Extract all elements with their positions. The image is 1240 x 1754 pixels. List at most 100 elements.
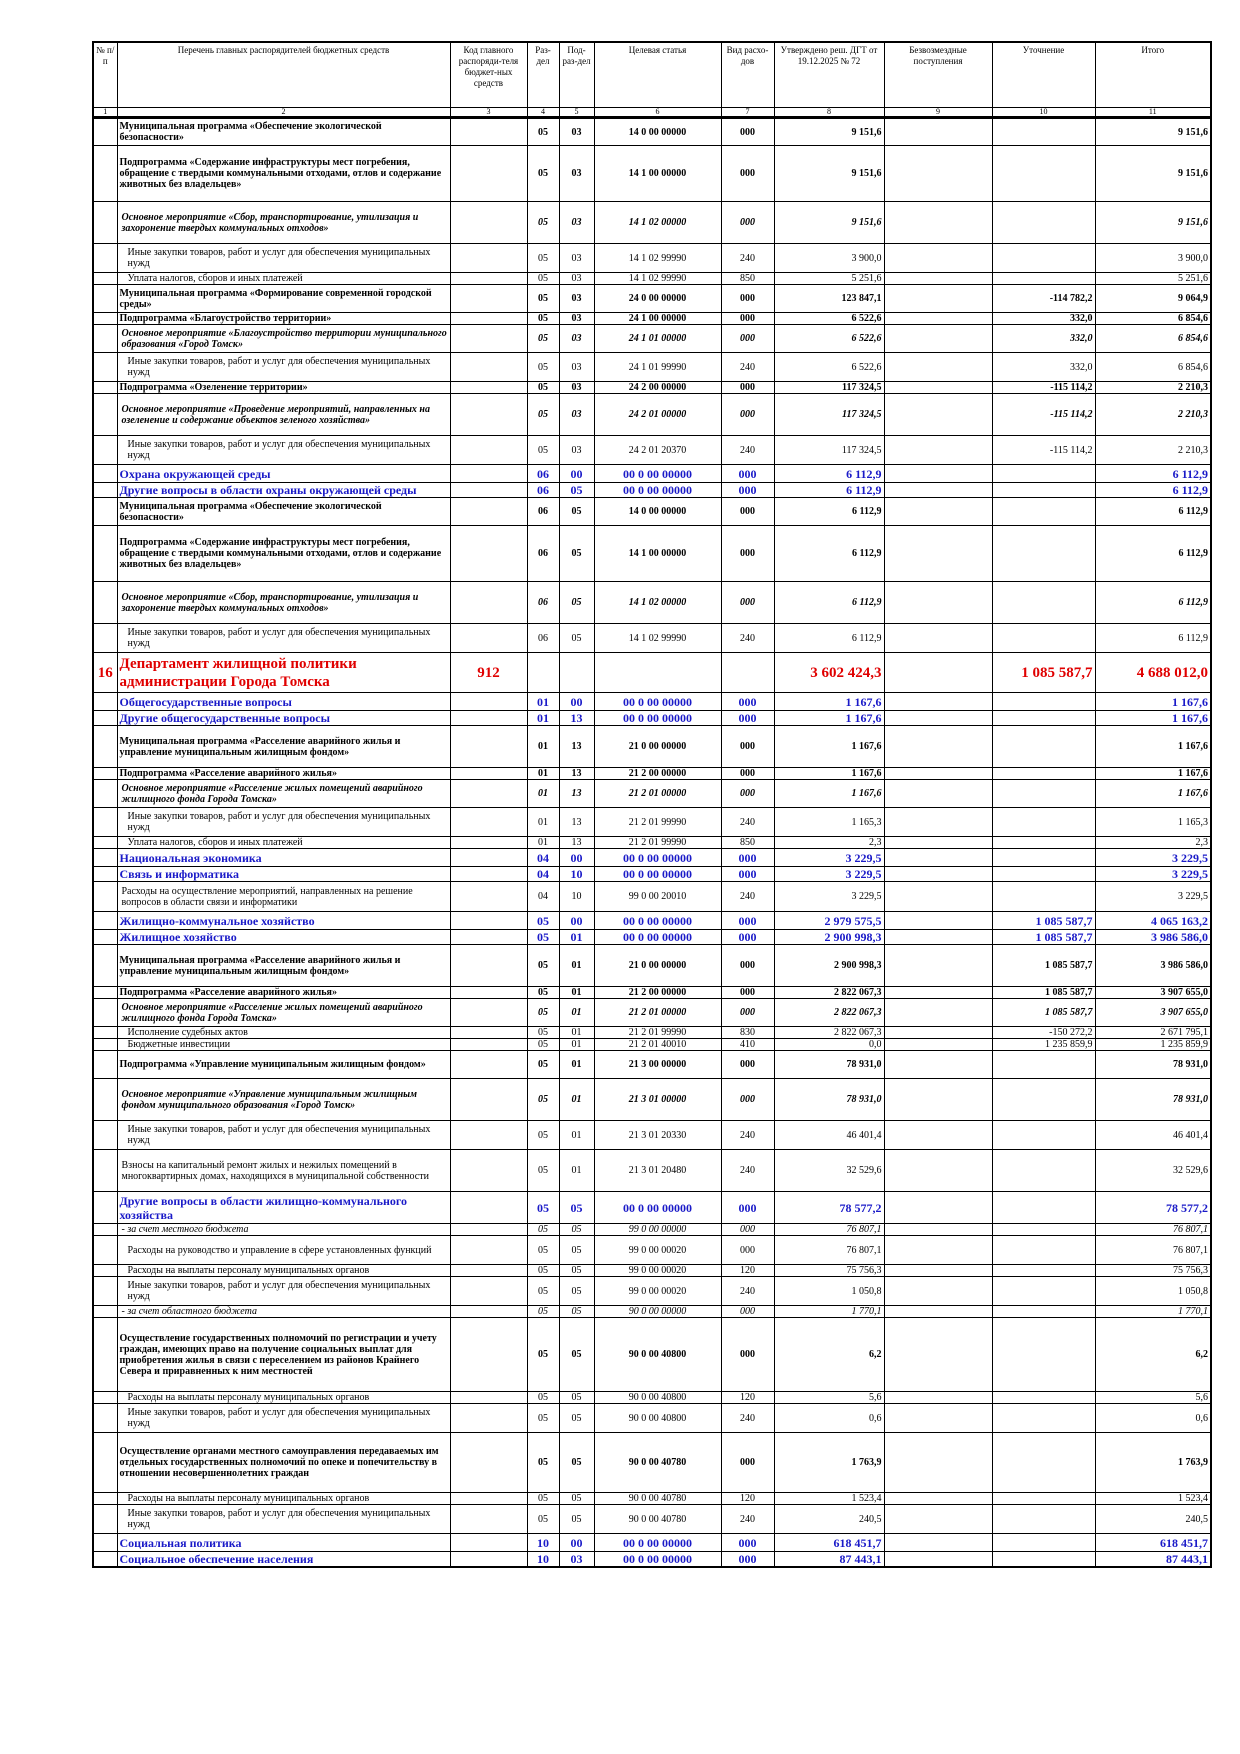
table-row: Муниципальная программа «Расселение авар…: [92, 725, 1212, 768]
refinement-amount: [991, 710, 1096, 726]
section-code: 05: [526, 352, 560, 382]
item-name: Другие вопросы в области охраны окружающ…: [116, 482, 451, 498]
section-code: [526, 652, 560, 693]
target-article: 00 0 00 00000: [593, 911, 722, 930]
expense-type: 000: [720, 464, 775, 483]
approved-amount: 5,6: [773, 1391, 885, 1404]
total-amount: 6 854,6: [1094, 312, 1212, 325]
item-name: Расходы на руководство и управление в сф…: [116, 1235, 451, 1265]
approved-amount: 3 229,5: [773, 848, 885, 867]
section-code: 05: [526, 1305, 560, 1318]
approved-amount: 2 822 067,3: [773, 986, 885, 999]
ministry-code: [449, 1078, 528, 1121]
expense-type: 000: [720, 1235, 775, 1265]
total-amount: 6 112,9: [1094, 623, 1212, 653]
column-number: 11: [1094, 107, 1212, 119]
row-number: [92, 1391, 118, 1404]
expense-type: 000: [720, 1078, 775, 1121]
row-number: [92, 284, 118, 313]
table-row: Жилищно-коммунальное хозяйство 05 00 00 0 0…: [92, 911, 1212, 930]
table-row: Основное мероприятие «Расселение жилых п…: [92, 779, 1212, 808]
expense-type: 000: [720, 848, 775, 867]
total-amount: 6 854,6: [1094, 352, 1212, 382]
total-amount: 9 151,6: [1094, 145, 1212, 202]
ministry-code: [449, 435, 528, 465]
approved-amount: 9 151,6: [773, 117, 885, 146]
approved-amount: 9 151,6: [773, 201, 885, 244]
approved-amount: 6 112,9: [773, 623, 885, 653]
target-article: 90 0 00 40800: [593, 1403, 722, 1433]
approved-amount: 9 151,6: [773, 145, 885, 202]
grants-amount: [883, 1305, 993, 1318]
target-article: 00 0 00 00000: [593, 1191, 722, 1224]
approved-amount: 1 050,8: [773, 1276, 885, 1306]
row-number: [92, 1078, 118, 1121]
ministry-code: [449, 272, 528, 285]
grants-amount: [883, 1533, 993, 1552]
row-number: [92, 1317, 118, 1392]
item-name: Охрана окружающей среды: [116, 464, 451, 483]
section-code: 01: [526, 710, 560, 726]
grants-amount: [883, 381, 993, 394]
ministry-code: [449, 1264, 528, 1277]
total-amount: 3 900,0: [1094, 243, 1212, 273]
item-name: Муниципальная программа «Расселение авар…: [116, 725, 451, 768]
row-number: [92, 1223, 118, 1236]
approved-amount: 76 807,1: [773, 1235, 885, 1265]
row-number: [92, 381, 118, 394]
section-code: 05: [526, 393, 560, 436]
ministry-code: [449, 998, 528, 1027]
refinement-amount: [991, 807, 1096, 837]
expense-type: [720, 652, 775, 693]
ministry-code: [449, 1391, 528, 1404]
target-article: 21 2 01 00000: [593, 998, 722, 1027]
approved-amount: 2 900 998,3: [773, 929, 885, 945]
ministry-code: [449, 807, 528, 837]
approved-amount: 123 847,1: [773, 284, 885, 313]
refinement-amount: [991, 1120, 1096, 1150]
grants-amount: [883, 482, 993, 498]
expense-type: 240: [720, 623, 775, 653]
ministry-code: [449, 201, 528, 244]
grants-amount: [883, 1391, 993, 1404]
subsection-code: 03: [558, 1551, 595, 1568]
subsection-code: 03: [558, 435, 595, 465]
grants-amount: [883, 1149, 993, 1192]
ministry-code: [449, 725, 528, 768]
row-number: [92, 692, 118, 711]
subsection-code: 05: [558, 1403, 595, 1433]
section-code: 05: [526, 1026, 560, 1039]
approved-amount: 117 324,5: [773, 393, 885, 436]
refinement-amount: 1 085 587,7: [991, 911, 1096, 930]
subsection-code: 05: [558, 1191, 595, 1224]
approved-amount: 6 522,6: [773, 312, 885, 325]
subsection-code: 03: [558, 117, 595, 146]
refinement-amount: -114 782,2: [991, 284, 1096, 313]
row-number: [92, 1305, 118, 1318]
total-amount: 4 065 163,2: [1094, 911, 1212, 930]
column-number: 10: [991, 107, 1096, 119]
refinement-amount: [991, 1264, 1096, 1277]
approved-amount: 240,5: [773, 1504, 885, 1534]
total-amount: 6 112,9: [1094, 581, 1212, 624]
section-code: 01: [526, 779, 560, 808]
item-name: Подпрограмма «Благоустройство территории…: [116, 312, 451, 325]
subsection-code: 13: [558, 725, 595, 768]
table-row: Основное мероприятие «Проведение меропри…: [92, 393, 1212, 436]
expense-type: 000: [720, 482, 775, 498]
subsection-code: 05: [558, 1305, 595, 1318]
section-code: 05: [526, 1403, 560, 1433]
subsection-code: 05: [558, 525, 595, 582]
total-amount: 32 529,6: [1094, 1149, 1212, 1192]
expense-type: 120: [720, 1264, 775, 1277]
total-amount: 1 050,8: [1094, 1276, 1212, 1306]
approved-amount: 1 167,6: [773, 725, 885, 768]
ministry-code: [449, 881, 528, 912]
target-article: 14 1 02 99990: [593, 272, 722, 285]
section-code: 05: [526, 1149, 560, 1192]
table-row: Подпрограмма «Содержание инфраструктуры …: [92, 525, 1212, 582]
table-row: Охрана окружающей среды 06 00 00 0 00 00000…: [92, 464, 1212, 483]
total-amount: 6 112,9: [1094, 464, 1212, 483]
row-number: [92, 881, 118, 912]
target-article: 00 0 00 00000: [593, 710, 722, 726]
